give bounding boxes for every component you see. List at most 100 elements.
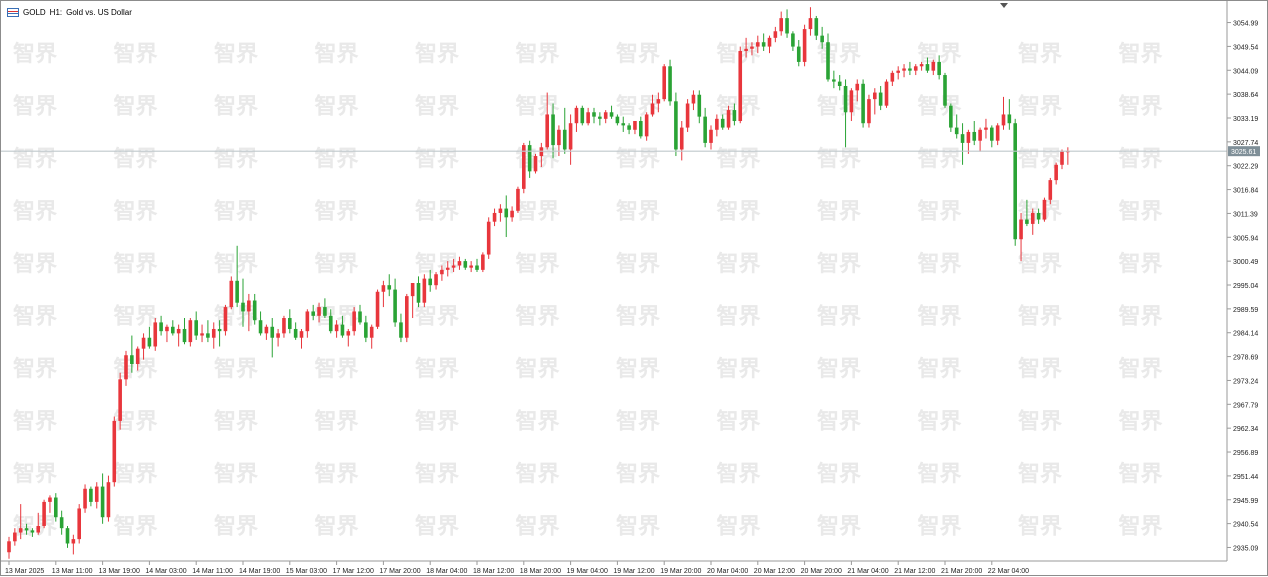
current-price-tag-box	[1228, 146, 1260, 157]
candle	[118, 372, 122, 430]
candle-body	[165, 326, 169, 332]
candle	[603, 110, 608, 124]
time-axis[interactable]: 13 Mar 2025 13 Mar 11:00 13 Mar 19:00 14 Ma…	[1, 560, 1227, 575]
candle-body	[135, 348, 140, 364]
watermark-text: 智界	[415, 199, 459, 224]
watermark-text: 智界	[616, 41, 660, 66]
candle	[135, 346, 140, 371]
candle-body	[796, 46, 801, 62]
chart-grid-icon[interactable]	[7, 7, 19, 17]
watermark-text: 智界	[616, 461, 660, 486]
candle-body	[843, 85, 848, 113]
candle	[299, 328, 304, 349]
candle	[703, 107, 707, 148]
candle-body	[18, 528, 23, 533]
candle	[30, 528, 35, 537]
candle	[323, 298, 327, 319]
candle	[100, 473, 105, 524]
candle	[141, 333, 146, 360]
candle-body	[440, 269, 444, 275]
watermark-text: 智界	[315, 199, 359, 224]
candle	[720, 114, 725, 130]
price-axis[interactable]: 3054.99 3049.54 3044.09 3038.64 3033.19 3027.…	[1226, 1, 1258, 561]
watermark-text: 智界	[1119, 461, 1163, 486]
candle-body	[1048, 180, 1053, 200]
candle-body	[481, 254, 485, 270]
watermark-text: 智界	[918, 409, 962, 434]
chart-shift-triangle-icon[interactable]	[1000, 3, 1008, 8]
candle	[662, 64, 666, 102]
watermark-text: 智界	[516, 94, 560, 119]
candle	[381, 280, 386, 308]
watermark-text: 智界	[616, 409, 660, 434]
candle-body	[94, 486, 99, 502]
candle-body	[785, 18, 789, 34]
candle-body	[931, 61, 936, 71]
time-tick-label: 20 Mar 04:00	[707, 568, 748, 575]
candle-body	[7, 541, 11, 553]
candle	[59, 510, 64, 535]
candle-body	[878, 92, 883, 106]
candle	[463, 258, 468, 270]
candle	[311, 304, 315, 321]
candle-body	[270, 326, 275, 338]
watermark-text: 智界	[817, 146, 861, 171]
candle-body	[978, 129, 982, 141]
candle-body	[118, 379, 122, 421]
candle	[691, 90, 696, 111]
candle	[627, 123, 631, 135]
candle	[767, 35, 772, 54]
candle-body	[545, 114, 549, 148]
candle	[223, 304, 228, 336]
watermark-text: 智界	[616, 146, 660, 171]
watermark-text: 智界	[13, 304, 57, 329]
watermark-text: 智界	[717, 461, 761, 486]
candle-body	[147, 337, 152, 347]
candle	[966, 129, 971, 154]
watermark-text: 智界	[717, 514, 761, 539]
candle-body	[387, 285, 392, 290]
candle	[334, 320, 339, 338]
current-price-label: 3025.61	[1231, 149, 1256, 156]
candle-body	[674, 101, 678, 150]
candle	[621, 116, 626, 132]
candle	[410, 283, 415, 319]
watermark-text: 智界	[616, 251, 660, 276]
watermark-text: 智界	[817, 41, 861, 66]
candle	[469, 261, 473, 273]
watermark-text: 智界	[13, 251, 57, 276]
candle-body	[650, 103, 655, 115]
watermark-text: 智界	[415, 94, 459, 119]
watermark-text: 智界	[214, 251, 258, 276]
watermark-text: 智界	[817, 514, 861, 539]
candle-body	[586, 112, 590, 124]
candle	[71, 534, 76, 555]
candle-body	[252, 300, 257, 321]
candle-body	[89, 488, 93, 502]
watermark-text: 智界	[214, 41, 258, 66]
candle-body	[808, 18, 813, 30]
candle-body	[457, 261, 462, 266]
candle-body	[767, 37, 772, 47]
watermark-text: 智界	[415, 251, 459, 276]
candle-body	[516, 188, 520, 211]
watermark-text: 智界	[616, 199, 660, 224]
candle-body	[826, 42, 830, 80]
candle-body	[732, 110, 737, 122]
candle-body	[54, 497, 58, 518]
candle	[650, 94, 655, 117]
price-tick-label: 3000.49	[1233, 259, 1258, 266]
price-tick-label: 3044.09	[1233, 68, 1258, 75]
candle-body	[1036, 212, 1041, 220]
candle	[387, 274, 392, 297]
candle-body	[65, 528, 70, 544]
candle-body	[399, 322, 403, 338]
candle	[475, 258, 479, 273]
watermark-text: 智界	[1119, 251, 1163, 276]
candle-body	[592, 112, 596, 117]
candle	[943, 72, 947, 108]
candle	[978, 127, 982, 152]
watermark-text: 智界	[1119, 41, 1163, 66]
